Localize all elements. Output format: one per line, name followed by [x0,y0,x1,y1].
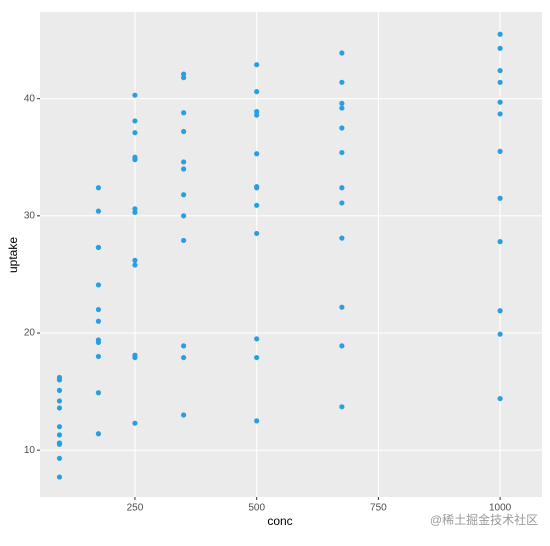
point [181,343,187,349]
point [254,230,260,237]
point [181,166,187,172]
panel [40,12,542,497]
point [254,336,260,342]
point [254,151,260,157]
point [181,213,187,219]
point [181,159,187,165]
point [56,440,63,446]
point [339,200,345,206]
point [254,354,260,361]
point [181,110,187,116]
point [339,149,345,156]
point [254,202,260,208]
point [56,398,63,404]
y-tick-label: 30 [24,210,36,221]
point [56,424,63,430]
point [339,343,345,349]
x-tick-label: 750 [370,503,387,514]
point [132,118,138,124]
point [56,455,63,461]
point [497,45,503,51]
point [497,99,503,105]
point [132,92,138,98]
point [339,79,345,85]
point [339,404,345,410]
point [56,474,63,480]
point [132,257,138,263]
y-tick-label: 40 [24,93,36,104]
point [254,418,260,424]
point [497,308,503,314]
point [95,306,102,313]
point [339,304,345,310]
x-tick-label: 250 [127,503,144,514]
y-tick-label: 10 [24,445,36,456]
x-axis-label: conc [267,514,292,528]
point [339,100,345,106]
point [95,390,102,396]
point [497,67,503,74]
point [339,235,345,241]
y-tick-label: 20 [24,328,36,339]
point [497,31,503,37]
point [56,405,63,411]
x-tick-label: 1000 [489,503,512,514]
point [339,105,345,111]
point [497,239,503,245]
point [497,111,503,117]
point [339,125,345,131]
point [339,50,345,56]
point [132,262,138,268]
point [497,195,503,201]
point [254,62,260,68]
point [132,154,138,160]
point [95,185,102,191]
point [254,108,260,115]
y-axis-label: uptake [6,237,20,273]
point [95,353,102,360]
point [497,148,503,155]
point [181,354,187,361]
point [339,185,345,191]
point [56,387,63,393]
point [497,395,503,402]
point [95,318,102,324]
point [254,89,260,95]
point [254,185,260,191]
x-tick-label: 500 [248,503,265,514]
point [95,244,102,251]
point [132,354,138,361]
point [95,282,102,288]
point [132,206,138,212]
point [181,237,187,244]
watermark: @稀土掘金技术社区 [430,512,538,527]
point [181,192,187,198]
point [181,128,187,135]
point [95,337,102,343]
point [95,431,102,437]
point [56,374,63,381]
point [497,331,503,337]
point [181,412,187,418]
point [56,432,63,438]
point [132,420,138,426]
point [497,79,503,85]
point [181,71,187,77]
point [95,208,102,214]
point [132,130,138,136]
